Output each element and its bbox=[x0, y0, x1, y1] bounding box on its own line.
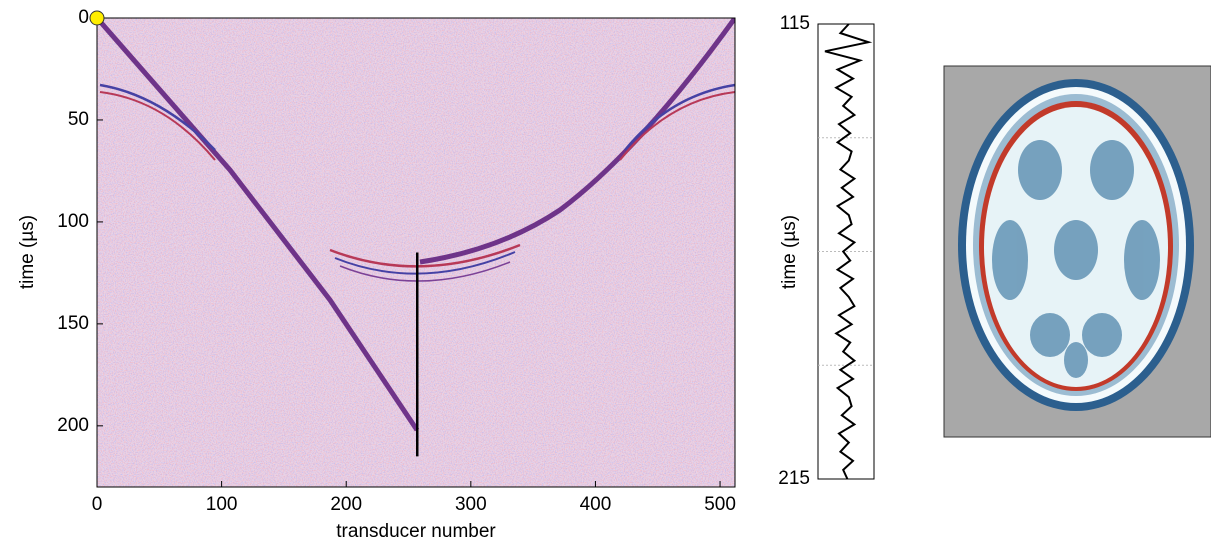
x-tick-label: 200 bbox=[330, 494, 362, 515]
x-tick-label: 0 bbox=[92, 494, 103, 515]
x-axis-label: transducer number bbox=[336, 521, 496, 542]
y-tick-label: 50 bbox=[68, 109, 89, 130]
y-axis-label: time (µs) bbox=[17, 215, 38, 289]
x-tick-label: 400 bbox=[580, 494, 612, 515]
x-tick-label: 300 bbox=[455, 494, 487, 515]
y-tick-label: 215 bbox=[778, 468, 810, 489]
y-axis-label: time (µs) bbox=[779, 215, 800, 289]
x-tick-label: 500 bbox=[704, 494, 736, 515]
y-tick-label: 200 bbox=[57, 415, 89, 436]
brain-image bbox=[943, 65, 1211, 438]
x-tick-label: 100 bbox=[206, 494, 238, 515]
y-tick-label: 115 bbox=[780, 13, 810, 34]
trace bbox=[824, 23, 873, 480]
plot-frame bbox=[96, 17, 736, 488]
source-marker bbox=[89, 10, 105, 26]
y-tick-label: 150 bbox=[57, 313, 89, 334]
y-tick-label: 100 bbox=[57, 211, 89, 232]
y-tick-label: 0 bbox=[78, 7, 89, 28]
